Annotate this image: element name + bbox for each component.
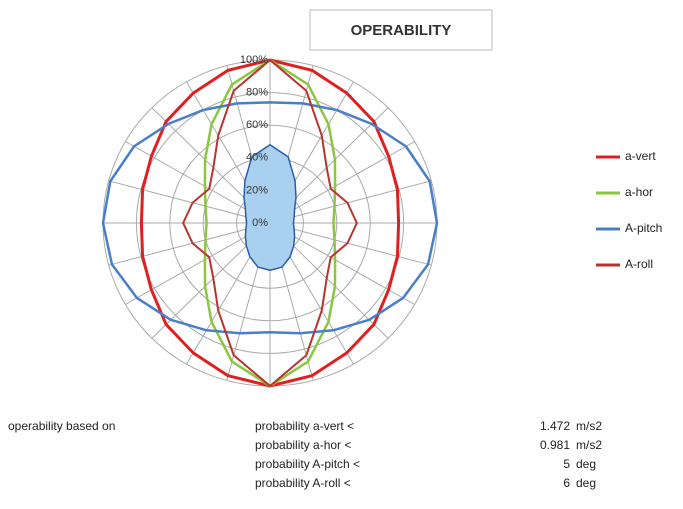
- footer-value: 6: [563, 476, 570, 490]
- footer-unit: m/s2: [576, 438, 602, 452]
- footer-unit: deg: [576, 476, 596, 490]
- r-tick-label: 40%: [246, 152, 268, 164]
- r-tick-label: 60%: [246, 119, 268, 131]
- footer-value: 5: [563, 457, 570, 471]
- legend-label: A-pitch: [625, 221, 662, 235]
- footer-condition: probability A-roll <: [255, 476, 351, 490]
- r-tick-label: 20%: [246, 184, 268, 196]
- r-tick-label: 80%: [246, 87, 268, 99]
- footer-condition: probability a-hor <: [255, 438, 351, 452]
- r-tick-label: 0%: [252, 217, 268, 229]
- footer-value: 0.981: [540, 438, 570, 452]
- series-line: [182, 59, 358, 387]
- spoke: [108, 222, 271, 266]
- spoke: [269, 180, 432, 224]
- title-box: [309, 9, 493, 51]
- footer-value: 1.472: [540, 419, 570, 433]
- legend-label: a-vert: [625, 149, 656, 163]
- series-line: [101, 101, 439, 335]
- spoke: [108, 180, 271, 224]
- r-tick-label: 100%: [240, 54, 268, 66]
- footer-unit: deg: [576, 457, 596, 471]
- footer-condition: probability A-pitch <: [255, 457, 360, 471]
- legend-label: a-hor: [625, 185, 653, 199]
- footer-unit: m/s2: [576, 419, 602, 433]
- spoke: [269, 222, 432, 266]
- footer-label: operability based on: [8, 419, 115, 433]
- legend-label: A-roll: [625, 257, 653, 271]
- area: [243, 144, 297, 272]
- chart-title: OPERABILITY: [351, 22, 452, 39]
- footer-condition: probability a-vert <: [255, 419, 354, 433]
